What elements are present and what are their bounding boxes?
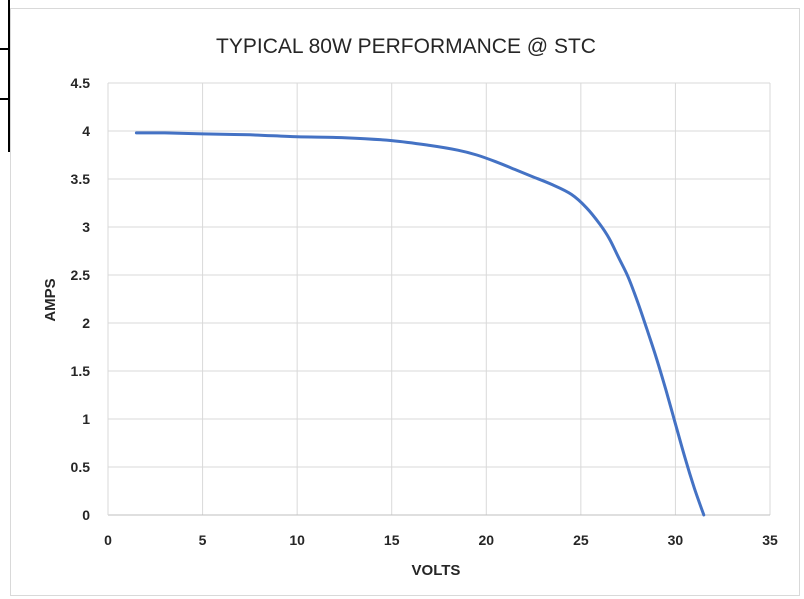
y-tick-label: 0 [82,507,90,523]
y-tick-label: 4 [82,123,90,139]
x-tick-label: 10 [289,532,305,548]
chart-title: TYPICAL 80W PERFORMANCE @ STC [216,35,596,58]
y-axis-title: AMPS [42,278,59,321]
chart-frame [10,8,800,596]
y-tick-label: 1.5 [71,363,91,379]
x-tick-label: 25 [573,532,589,548]
cell-divider [0,48,10,50]
x-tick-labels: 0 5 10 15 20 25 30 35 [104,532,778,548]
spreadsheet-cell-border [0,0,10,152]
iv-curve-line [134,131,706,517]
y-tick-label: 2.5 [71,267,91,283]
y-tick-label: 4.5 [71,75,91,91]
y-tick-label: 1 [82,411,90,427]
y-tick-label: 2 [82,315,90,331]
x-tick-label: 30 [668,532,684,548]
x-tick-label: 0 [104,532,112,548]
series-layer [134,131,706,517]
x-tick-label: 20 [478,532,494,548]
x-axis-title: VOLTS [412,562,461,579]
y-tick-label: 3.5 [71,171,91,187]
cell-divider [0,98,10,100]
y-tick-labels: 0 0.5 1 1.5 2 2.5 3 3.5 4 4.5 [71,75,91,523]
x-tick-label: 15 [384,532,400,548]
y-tick-label: 0.5 [71,459,91,475]
axes [107,83,770,516]
x-tick-label: 35 [762,532,778,548]
x-tick-label: 5 [199,532,207,548]
y-tick-label: 3 [82,219,90,235]
